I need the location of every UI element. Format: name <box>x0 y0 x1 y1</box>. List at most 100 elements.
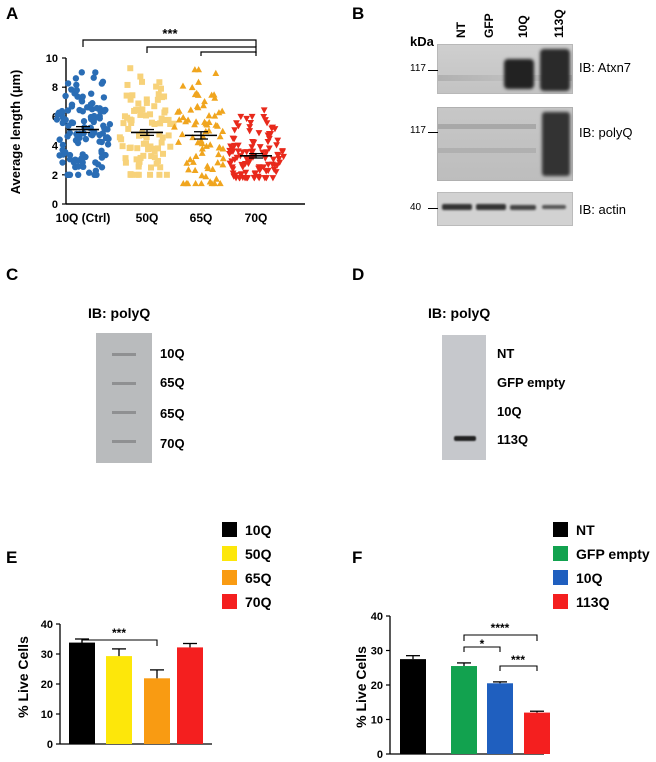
panel-a-point <box>106 121 114 128</box>
panel-a-point <box>100 94 108 101</box>
blot-panel-c <box>96 333 152 463</box>
panel-a-point <box>73 86 80 94</box>
panel-a-scatter-chart: Average length (µm) 0246810 10Q (Ctrl)50… <box>8 26 305 225</box>
panel-f-legend-swatch <box>553 546 568 561</box>
panel-a-point <box>246 157 254 164</box>
panel-a-point <box>70 159 78 166</box>
panel-e-bar <box>69 642 95 744</box>
panel-e-ytick-label: 0 <box>47 739 53 751</box>
panel-a-point <box>119 143 126 150</box>
panel-a-point <box>135 132 142 139</box>
panel-a-point <box>185 166 192 173</box>
panel-a-point <box>157 85 164 92</box>
panel-e-bar <box>144 678 170 744</box>
panel-a-point <box>219 161 227 168</box>
panel-letter-e: E <box>6 548 18 567</box>
panel-a-point <box>264 161 272 168</box>
panel-a-point <box>242 169 250 177</box>
panel-a-point <box>75 163 82 170</box>
panel-a-point <box>184 116 192 123</box>
panel-a-point <box>59 114 67 121</box>
panel-a-point <box>246 128 254 135</box>
panel-a-point <box>259 149 266 156</box>
panel-a-point <box>158 115 165 122</box>
panel-a-point <box>161 109 168 116</box>
panel-f-bar <box>487 683 513 754</box>
panel-a-point <box>203 142 210 149</box>
panel-a-point <box>203 162 211 169</box>
panel-f-ytick-label: 0 <box>377 749 383 761</box>
panel-a-point <box>82 135 90 143</box>
panel-a-point <box>186 156 194 163</box>
panel-a-point <box>189 158 197 165</box>
panel-e-legend-swatch <box>222 570 237 585</box>
panel-a-point <box>143 96 150 103</box>
panel-a-point <box>143 140 150 147</box>
panel-a-point <box>165 132 172 139</box>
panel-letter-d: D <box>352 265 365 284</box>
panel-a-point <box>125 125 132 132</box>
panel-f-ytick-label: 20 <box>371 680 383 692</box>
panel-a-point <box>265 131 273 138</box>
panel-f-legend-swatch <box>553 522 568 537</box>
panel-c-band-2: 65Q <box>160 375 185 390</box>
panel-a-point <box>276 159 284 166</box>
panel-a-ytick-label: 8 <box>52 82 58 94</box>
panel-a-point <box>59 141 67 149</box>
panel-a-point <box>179 179 187 187</box>
panel-a-xtick-label: 70Q <box>245 211 268 225</box>
panel-a-point <box>73 81 80 89</box>
panel-a-point <box>260 107 268 114</box>
panel-e-ytick-label: 20 <box>41 679 53 691</box>
panel-a-point <box>157 120 164 127</box>
panel-a-point <box>143 112 150 119</box>
panel-a-point <box>191 166 199 174</box>
panel-e-bar-chart: % Live Cells 0 10 20 30 40 *** 10Q 50Q 65Q 70Q <box>15 522 272 751</box>
panel-a-point <box>66 171 74 178</box>
panel-a-point <box>179 82 187 89</box>
panel-a-point <box>195 66 203 73</box>
panel-a-point <box>226 151 233 158</box>
panel-a-significance: *** <box>162 26 178 41</box>
panel-a-point <box>248 113 256 121</box>
panel-b-kda-label: kDa <box>410 34 434 49</box>
panel-a-point <box>127 144 134 151</box>
panel-a-point <box>98 147 105 155</box>
panel-a-point <box>238 171 245 178</box>
panel-a-point <box>135 100 142 107</box>
panel-a-point <box>159 134 166 141</box>
panel-a-point <box>216 144 223 151</box>
panel-a-point <box>156 171 163 178</box>
panel-letter-f: F <box>352 548 363 567</box>
panel-a-point <box>260 114 268 121</box>
panel-a-point <box>102 106 109 114</box>
panel-a-point <box>127 171 134 178</box>
panel-a-point <box>238 161 246 169</box>
panel-a-point <box>151 154 158 161</box>
panel-a-point <box>175 116 183 123</box>
panel-b-lane-113q: 113Q <box>552 9 566 38</box>
blot-atxn7-label: IB: Atxn7 <box>579 60 632 75</box>
panel-a-point <box>228 164 236 171</box>
panel-a-point <box>264 138 272 146</box>
panel-a-point <box>171 123 178 130</box>
panel-letter-b: B <box>352 4 365 23</box>
panel-a-point <box>230 136 238 143</box>
panel-a-point <box>280 153 287 161</box>
panel-a-point <box>199 145 206 152</box>
panel-a-point <box>194 91 202 98</box>
panel-a-point <box>198 140 206 147</box>
panel-a-point <box>155 91 162 98</box>
panel-a-xtick-label: 10Q (Ctrl) <box>56 211 111 225</box>
panel-a-point <box>127 96 134 103</box>
blot-actin-label: IB: actin <box>579 202 626 217</box>
panel-a-point <box>59 119 66 127</box>
panel-a-point <box>104 126 111 133</box>
panel-b-lane-gfp: GFP <box>482 13 496 38</box>
panel-a-point <box>64 80 72 87</box>
panel-a-point <box>268 125 276 132</box>
panel-a-point <box>255 164 263 171</box>
panel-a-point <box>85 169 93 176</box>
panel-a-point <box>133 106 140 113</box>
panel-a-point <box>53 116 61 123</box>
